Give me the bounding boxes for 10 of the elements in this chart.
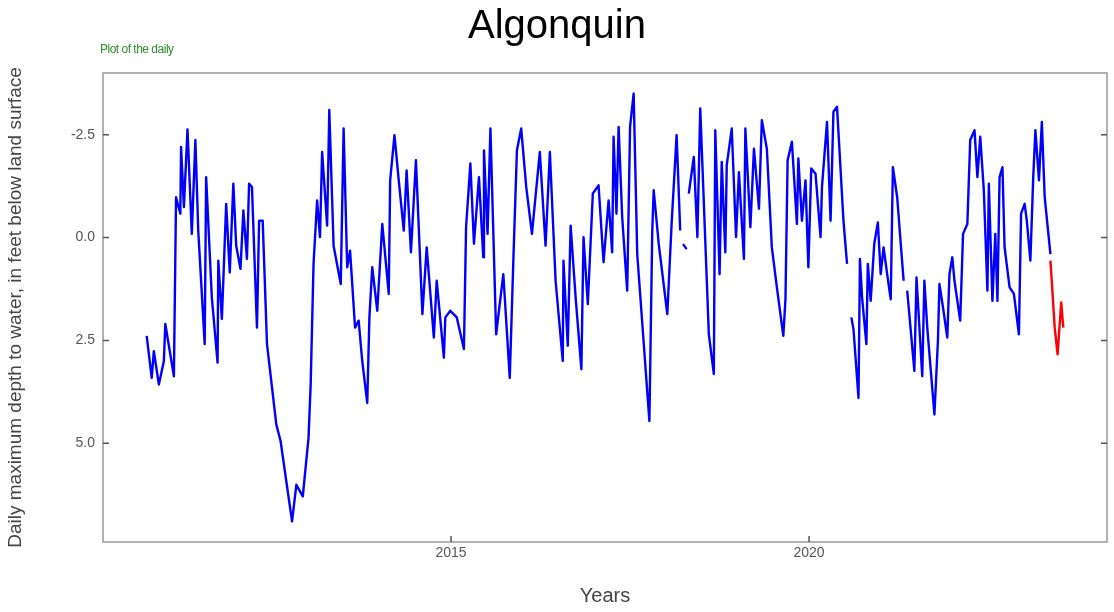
x-axis-title: Years bbox=[579, 583, 631, 606]
y-tick-label: 2.5 bbox=[75, 331, 96, 348]
y-tick-label: 5.0 bbox=[75, 434, 96, 451]
text: Plot of the daily bbox=[100, 42, 174, 56]
y-tick-label: 0.0 bbox=[75, 228, 96, 245]
chart-title: Algonquin bbox=[468, 2, 646, 46]
y-axis-title: Daily maximum depth to water, in feet below land surface bbox=[3, 67, 25, 548]
x-tick-label: 2020 bbox=[793, 544, 825, 561]
x-tick-label: 2015 bbox=[435, 544, 467, 561]
y-tick-label: -2.5 bbox=[70, 125, 96, 142]
